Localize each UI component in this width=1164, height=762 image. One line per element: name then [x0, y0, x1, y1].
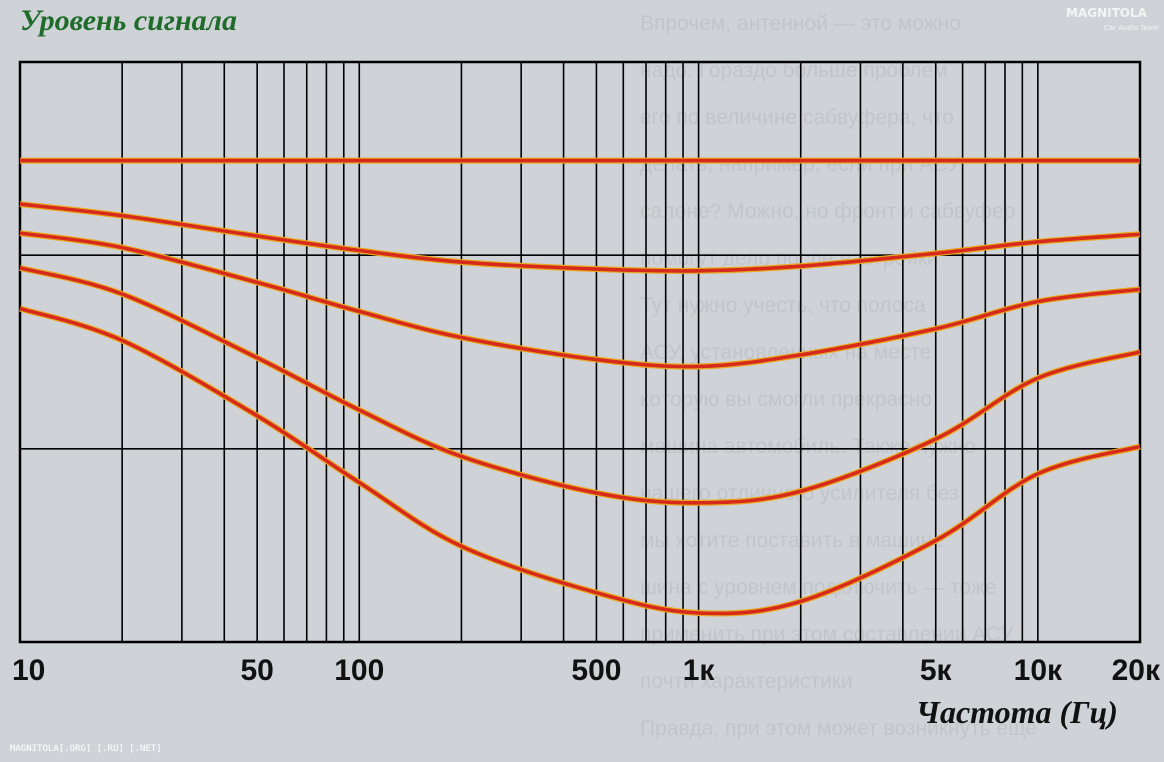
x-tick-label: 10 — [12, 654, 45, 687]
series-line-5 — [19, 306, 1141, 616]
series-line-4 — [19, 266, 1141, 505]
grid-lines — [19, 62, 1141, 642]
series-layer — [19, 157, 1141, 617]
background-text-line: шина с уровнем подключить — тоже — [640, 576, 997, 599]
chart-title: Уровень сигнала — [20, 4, 238, 37]
background-text-line: Впрочем, антенной — это можно — [640, 12, 961, 35]
plot-frame — [18, 60, 1142, 644]
series-line-outline — [19, 305, 1141, 617]
series-line-3 — [19, 231, 1141, 369]
background-text-line: почти характеристики — [640, 670, 853, 693]
series-line-outline — [19, 264, 1141, 506]
x-axis-label: Частота (Гц) — [916, 694, 1118, 730]
background-text-line: применить при этом составлении АСУ — [640, 623, 1014, 646]
background-text-line: мы хотите поставить в машине — [640, 529, 944, 552]
series-line-2 — [19, 202, 1141, 273]
x-tick-label: 500 — [571, 654, 621, 687]
background-text-line: помогут дело после настройки — [640, 247, 939, 270]
series-line-outline — [19, 230, 1141, 370]
x-tick-label: 50 — [240, 654, 273, 687]
x-tick-labels: 10 50 100 500 1к 5к 10к 20к — [12, 654, 1161, 687]
background-text-line: Тут нужно учесть, что полоса — [640, 294, 926, 317]
x-tick-label: 20к — [1112, 654, 1161, 687]
background-text-line: салоне? Можно, но фронт и сабвуфер — [640, 200, 1016, 223]
watermark-logo: MAGNITOLA — [1066, 6, 1147, 20]
x-tick-label: 100 — [334, 654, 384, 687]
watermark-url: MAGNITOLA[.ORG] [.RU] [.NET] — [10, 744, 162, 754]
x-tick-label: 1к — [683, 654, 716, 687]
watermark-logo-subtitle: Car Audio Team — [1104, 24, 1159, 32]
background-text-line: машина автомобиль. Также нужно — [640, 435, 976, 458]
background-text-line: которую вы смогли прекрасно — [640, 388, 933, 411]
background-text-line: его по величине сабвуфера, что — [640, 106, 955, 129]
background-text-line: надо. Гораздо больше проблем — [640, 59, 948, 82]
x-tick-label: 5к — [920, 654, 953, 687]
background-text-line: Правда, при этом может возникнуть еще — [640, 717, 1037, 740]
x-tick-label: 10к — [1014, 654, 1063, 687]
